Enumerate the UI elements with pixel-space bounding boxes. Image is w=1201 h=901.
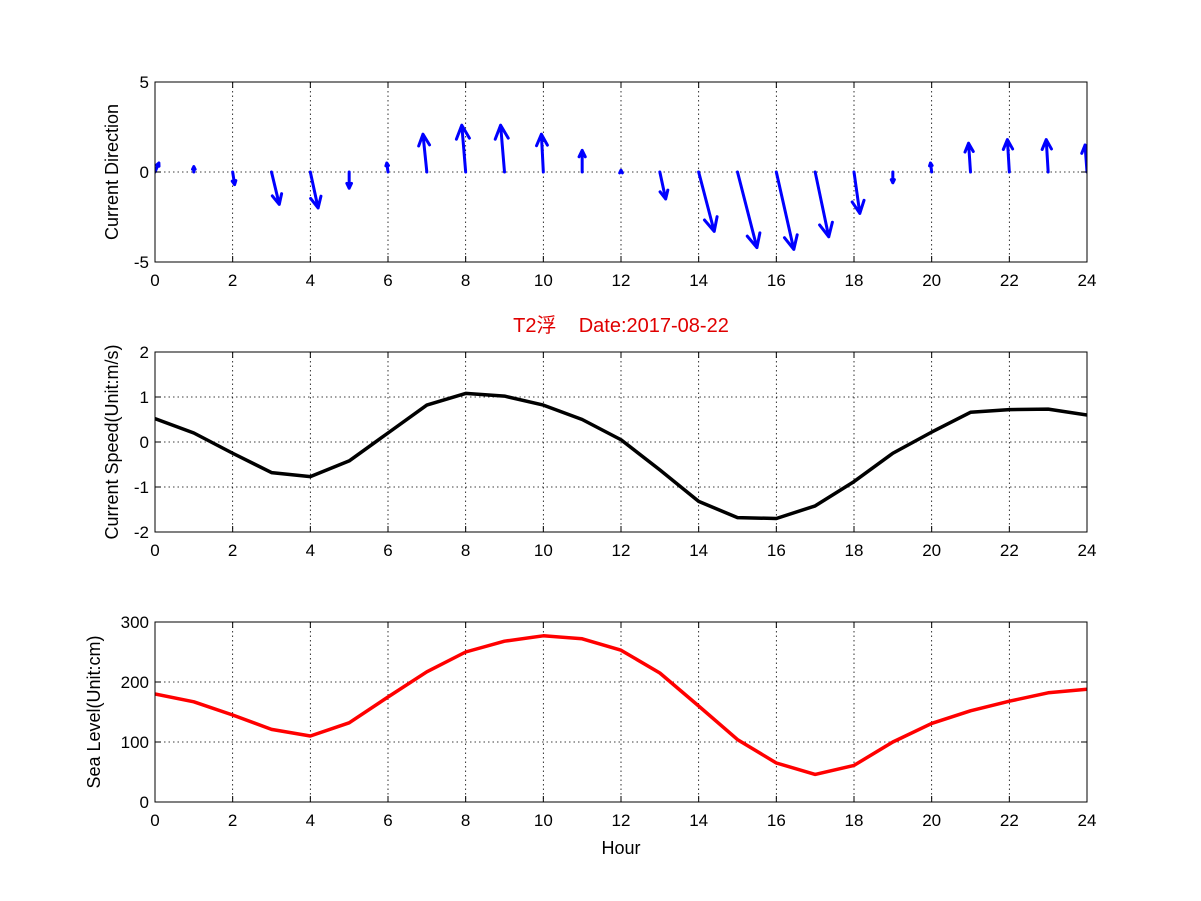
current-direction-chart: 0 2 4 6 8 10 12 14 16 18 20 22 24-505 Current Direct… [102, 73, 1096, 290]
quiver-arrow [493, 123, 510, 174]
quiver-arrow [813, 170, 834, 239]
x-tick-label: 18 [845, 271, 864, 290]
quiver-arrow [697, 170, 719, 233]
x-tick-label: 4 [306, 811, 315, 830]
x-tick-label: 22 [1000, 811, 1019, 830]
quiver-arrow [963, 141, 975, 174]
x-tick-label: 20 [922, 811, 941, 830]
x-tick-label: 18 [845, 811, 864, 830]
y-tick-label: -1 [134, 478, 149, 497]
x-tick-label: 0 [150, 811, 159, 830]
y-tick-label: 300 [121, 613, 149, 632]
quiver-arrow [1001, 138, 1015, 174]
quiver-arrows [155, 123, 1087, 251]
axis-ticks: 0 2 4 6 8 10 12 14 16 18 20 22 24-505 [134, 73, 1097, 290]
chart-title: T2浮 Date:2017-08-22 [513, 314, 729, 337]
y-tick-label: 0 [140, 163, 149, 182]
series-line [155, 634, 1087, 777]
quiver-arrow [345, 170, 353, 190]
quiver-arrow [850, 170, 866, 215]
x-tick-label: 2 [228, 271, 237, 290]
y-tick-label: 200 [121, 673, 149, 692]
x-tick-label: 14 [689, 811, 708, 830]
x-tick-label: 4 [306, 541, 315, 560]
quiver-arrow [889, 170, 896, 185]
current-speed-chart: T2浮 Date:2017-08-22 0 2 4 6 8 10 12 14 16 18 20 22 2… [102, 314, 1096, 560]
quiver-arrow [1040, 138, 1053, 174]
x-tick-label: 14 [689, 541, 708, 560]
quiver-arrow [454, 123, 471, 174]
quiver-arrow [230, 170, 238, 187]
x-tick-label: 6 [383, 811, 392, 830]
speed-series [155, 391, 1087, 521]
y-tick-label: 0 [140, 793, 149, 812]
quiver-arrow [535, 132, 549, 174]
y-axis-label: Current Speed(Unit:m/s) [102, 344, 122, 539]
x-axis-label: Hour [601, 838, 640, 858]
x-tick-label: 6 [383, 271, 392, 290]
x-tick-label: 20 [922, 271, 941, 290]
quiver-arrow [736, 170, 762, 250]
quiver-arrow [155, 161, 161, 174]
x-tick-label: 2 [228, 541, 237, 560]
x-tick-label: 22 [1000, 541, 1019, 560]
x-tick-label: 6 [383, 541, 392, 560]
grid [155, 352, 1087, 532]
quiver-arrow [774, 170, 799, 251]
x-tick-label: 8 [461, 271, 470, 290]
x-tick-label: 10 [534, 271, 553, 290]
x-tick-label: 8 [461, 811, 470, 830]
quiver-arrow [270, 170, 284, 206]
x-tick-label: 0 [150, 271, 159, 290]
x-tick-label: 24 [1078, 811, 1097, 830]
x-tick-label: 22 [1000, 271, 1019, 290]
x-tick-label: 12 [612, 811, 631, 830]
y-tick-label: -5 [134, 253, 149, 272]
y-tick-label: 100 [121, 733, 149, 752]
quiver-arrow [308, 170, 323, 210]
y-tick-label: 2 [140, 343, 149, 362]
x-tick-label: 20 [922, 541, 941, 560]
x-tick-label: 14 [689, 271, 708, 290]
quiver-arrow [384, 161, 390, 174]
x-tick-label: 10 [534, 541, 553, 560]
sea-level-series [155, 634, 1087, 777]
x-tick-label: 16 [767, 811, 786, 830]
quiver-arrow [618, 168, 624, 175]
x-tick-label: 24 [1078, 271, 1097, 290]
x-tick-label: 4 [306, 271, 315, 290]
quiver-arrow [577, 148, 587, 174]
x-tick-label: 16 [767, 271, 786, 290]
series-line [155, 391, 1087, 521]
y-tick-label: 5 [140, 73, 149, 92]
quiver-arrow [417, 132, 432, 174]
x-tick-label: 12 [612, 271, 631, 290]
x-tick-label: 12 [612, 541, 631, 560]
y-axis-label: Sea Level(Unit:cm) [84, 635, 104, 788]
x-tick-label: 16 [767, 541, 786, 560]
y-tick-label: -2 [134, 523, 149, 542]
x-tick-label: 18 [845, 541, 864, 560]
y-tick-label: 0 [140, 433, 149, 452]
y-tick-label: 1 [140, 388, 149, 407]
y-axis-label: Current Direction [102, 104, 122, 240]
x-tick-label: 0 [150, 541, 159, 560]
x-tick-label: 8 [461, 541, 470, 560]
x-tick-label: 24 [1078, 541, 1097, 560]
quiver-arrow [658, 170, 670, 201]
x-tick-label: 10 [534, 811, 553, 830]
grid [155, 622, 1087, 802]
quiver-arrow [191, 165, 197, 174]
quiver-arrow [928, 161, 934, 174]
x-tick-label: 2 [228, 811, 237, 830]
